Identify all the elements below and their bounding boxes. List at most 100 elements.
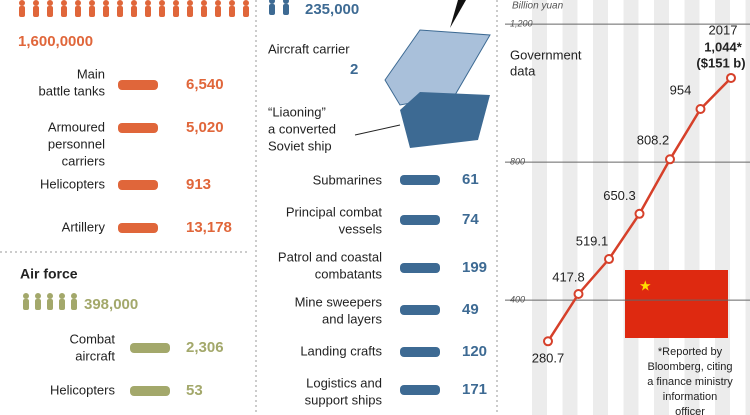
person-icon — [35, 293, 41, 299]
person-icon — [71, 293, 77, 299]
item-value: 49 — [462, 301, 479, 318]
item-label: Logistics and — [306, 375, 382, 390]
data-point — [604, 254, 614, 265]
item-icon — [400, 385, 440, 395]
person-icon — [269, 0, 275, 4]
person-icon — [173, 0, 179, 6]
carrier-icon — [384, 29, 491, 106]
item-label: battle tanks — [39, 83, 106, 98]
item-icon — [400, 175, 440, 185]
person-icon — [215, 6, 221, 17]
person-icon — [229, 6, 235, 17]
person-icon — [145, 0, 151, 6]
person-icon — [19, 0, 25, 6]
data-point — [573, 288, 584, 299]
pointer — [354, 124, 401, 136]
item-icon — [130, 386, 170, 396]
carrier-value: 2 — [350, 61, 358, 78]
item-icon — [400, 263, 440, 273]
y-tick-label: 400 — [510, 294, 525, 304]
person-icon — [75, 6, 81, 17]
person-icon — [269, 4, 275, 15]
grid-band — [593, 0, 608, 415]
person-icon — [47, 299, 53, 310]
item-label: personnel — [48, 136, 105, 151]
pointer — [450, 0, 466, 28]
person-icon — [243, 6, 249, 17]
person-icon — [23, 299, 29, 310]
grid-band — [745, 0, 750, 415]
person-icon — [201, 0, 207, 6]
person-icon — [187, 0, 193, 6]
item-label: Helicopters — [40, 176, 106, 191]
item-icon — [118, 123, 158, 133]
person-icon — [71, 299, 77, 310]
item-value: 74 — [462, 211, 479, 228]
data-label: 519.1 — [576, 233, 609, 248]
data-label: 808.2 — [637, 133, 670, 148]
person-icon — [187, 6, 193, 17]
grid-band — [623, 0, 639, 415]
footnote: officer — [675, 406, 705, 415]
person-icon — [75, 0, 81, 6]
data-point — [695, 104, 706, 115]
series-label: data — [510, 63, 536, 78]
person-icon — [201, 6, 207, 17]
footnote: Bloomberg, citing — [648, 361, 733, 373]
item-label: Submarines — [313, 172, 383, 187]
item-label: Principal combat — [286, 204, 382, 219]
person-icon — [61, 6, 67, 17]
item-label: vessels — [339, 221, 383, 236]
footnote: a finance ministry — [647, 376, 733, 388]
item-label: Combat — [69, 331, 115, 346]
item-label: combatants — [315, 266, 383, 281]
item-label: support ships — [305, 392, 383, 407]
item-icon — [118, 80, 158, 90]
item-icon — [400, 215, 440, 225]
item-label: Main — [77, 66, 105, 81]
item-icon — [118, 223, 158, 233]
item-label: Helicopters — [50, 382, 116, 397]
person-icon — [59, 293, 65, 299]
person-icon — [173, 6, 179, 17]
person-icon — [145, 6, 151, 17]
unit-label: Billion yuan — [512, 1, 564, 12]
person-icon — [159, 6, 165, 17]
item-icon — [130, 343, 170, 353]
item-label: carriers — [62, 153, 106, 168]
china-flag — [625, 270, 728, 338]
person-icon — [131, 6, 137, 17]
liaoning-label: “Liaoning” — [268, 104, 326, 119]
item-label: Patrol and coastal — [278, 249, 382, 264]
person-icon — [229, 0, 235, 6]
series-label: Government — [510, 47, 582, 62]
data-label: 1,044* — [704, 39, 743, 54]
person-icon — [283, 0, 289, 4]
person-icon — [59, 299, 65, 310]
item-value: 53 — [186, 382, 203, 399]
data-label: 417.8 — [552, 269, 585, 284]
item-value: 13,178 — [186, 219, 232, 236]
person-icon — [243, 0, 249, 6]
section-title: Air force — [20, 266, 78, 282]
person-icon — [47, 293, 53, 299]
person-icon — [89, 6, 95, 17]
footnote: information — [663, 391, 717, 403]
y-tick-label: 800 — [510, 157, 525, 167]
liaoning-label: Soviet ship — [268, 138, 332, 153]
data-label: 954 — [670, 82, 692, 97]
person-icon — [283, 4, 289, 15]
item-icon — [400, 347, 440, 357]
person-icon — [117, 6, 123, 17]
person-icon — [61, 0, 67, 6]
navy-personnel: 235,000 — [305, 1, 359, 18]
person-icon — [47, 6, 53, 17]
person-icon — [33, 6, 39, 17]
person-icon — [103, 6, 109, 17]
data-point — [665, 154, 675, 165]
person-icon — [23, 293, 29, 299]
data-label: 650.3 — [603, 188, 636, 203]
item-value: 61 — [462, 171, 479, 188]
